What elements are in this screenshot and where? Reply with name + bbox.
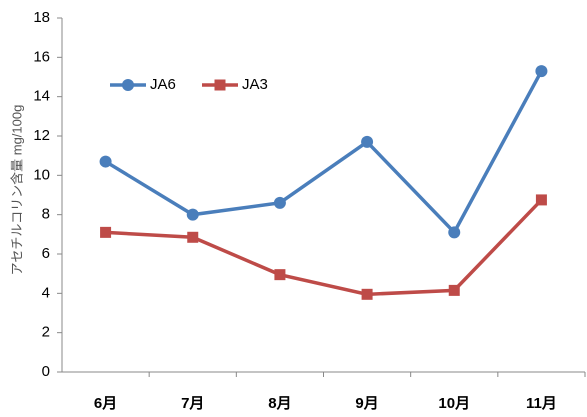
x-tick-label: 11月 [526, 395, 557, 412]
data-point [535, 65, 548, 78]
y-tick-label: 18 [33, 9, 50, 26]
data-point [535, 194, 547, 206]
y-tick-label: 8 [42, 206, 50, 223]
y-tick-label: 12 [33, 127, 50, 144]
series-line [104, 70, 543, 236]
y-tick-label: 16 [33, 48, 50, 65]
x-tick-label: 9月 [355, 395, 378, 412]
x-tick-label: 7月 [181, 395, 204, 412]
legend-label: JA3 [242, 76, 268, 93]
x-tick-label: 8月 [268, 395, 291, 412]
data-point [186, 208, 199, 221]
y-tick-label: 2 [42, 324, 50, 341]
data-point [361, 135, 374, 148]
data-point [361, 288, 373, 300]
y-tick-label: 14 [33, 88, 50, 105]
y-tick-label: 10 [33, 166, 50, 183]
data-point [448, 284, 460, 296]
data-point [274, 269, 286, 281]
series-line [105, 198, 543, 297]
data-point [99, 155, 112, 168]
y-tick-label: 4 [42, 284, 50, 301]
legend-marker [214, 79, 226, 91]
x-tick-label: 10月 [438, 395, 470, 412]
y-tick-label: 6 [42, 245, 50, 262]
y-tick-label: 0 [42, 363, 50, 380]
y-axis-label: アセチルコリン含量 mg/100g [9, 105, 24, 276]
legend-label: JA6 [150, 76, 176, 93]
data-point [100, 226, 112, 238]
data-point [187, 231, 199, 243]
data-point [448, 226, 461, 239]
data-point [273, 196, 286, 209]
x-tick-label: 6月 [94, 395, 117, 412]
legend-marker [122, 79, 134, 91]
